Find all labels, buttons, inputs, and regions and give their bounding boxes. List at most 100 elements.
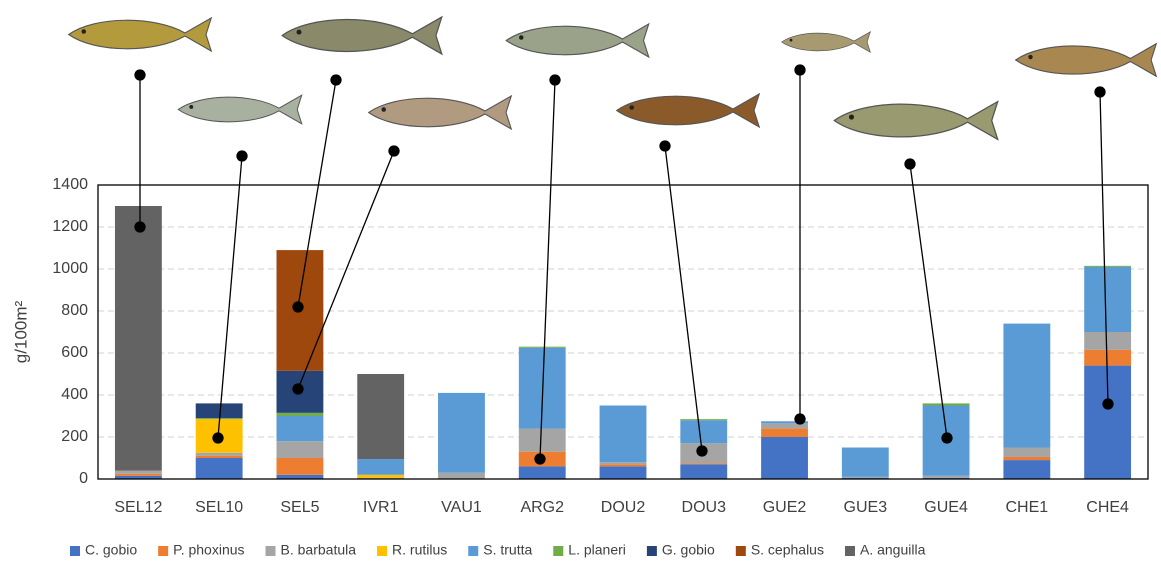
pointer-dot [212,432,224,444]
y-tick-label: 800 [61,302,88,319]
x-tick-label: IVR1 [363,499,399,516]
bar-segment [276,474,324,479]
bar-segment [357,374,405,460]
x-tick-label: GUE3 [844,499,888,516]
pointer-dot [794,413,806,425]
pointer-dot [904,158,916,170]
fish-chub [281,16,443,55]
x-tick-label: GUE2 [763,499,807,516]
x-tick-label: CHE1 [1006,499,1049,516]
legend-label: G. gobio [662,542,715,558]
y-axis-label: g/100m² [11,300,30,363]
bar-segment [438,392,485,473]
plot-area: 0 200 400 600 800 1000 1200 1400 SEL12 SEL10 SEL5 I… [52,176,1149,516]
bar-segment [599,466,647,479]
bar-segment [599,464,647,467]
fish-trout [833,100,999,141]
bar-segment [276,458,324,475]
fish-gudgeon [368,95,512,130]
pointer-dot [941,432,953,444]
x-tick-label: ARG2 [520,499,564,516]
legend-swatch [70,546,80,556]
bar-segment [438,472,485,479]
y-tick-label: 400 [61,386,88,403]
bar-segment [761,437,808,479]
bar-segment [680,420,728,444]
bar-segment [761,421,808,424]
bar-segment [1084,332,1132,350]
legend-label: A. anguilla [860,542,926,558]
x-tick-label: SEL5 [280,499,319,516]
bar-segment [114,473,162,476]
bar-segment [1003,447,1051,457]
bar-segment [1084,265,1132,267]
fish-bullhead [1014,42,1158,78]
pointer-dot [292,383,304,395]
bar-segment [599,462,647,465]
legend-label: B. barbatula [281,542,357,558]
bar-segment [922,475,970,478]
pointer-dot [659,140,671,152]
bar-segment [1003,460,1051,479]
legend-label: S. trutta [483,542,532,558]
pointer-line [217,155,243,439]
bar-segment [1003,323,1051,448]
y-tick-label: 200 [61,428,88,445]
bar-segment [518,466,566,479]
legend-label: P. phoxinus [173,542,244,558]
pointer-dot [1102,398,1114,410]
pointer-dot [134,221,146,233]
bar-segment [518,346,566,348]
bar-segment [195,455,243,458]
bar-segment [761,428,808,437]
pointer-dot [696,445,708,457]
legend-label: L. planeri [568,542,626,558]
bar-segment [841,476,889,478]
legend-swatch [265,546,276,556]
fish-minnow [505,23,650,58]
pointer-dot [292,301,304,313]
bar-segment [195,452,243,456]
pointer-line [539,79,556,460]
bar-segment [357,459,405,475]
bar-segment [922,403,970,406]
pointer-line [297,150,395,390]
pointer-dot [134,69,146,81]
pointer-dot [794,64,806,76]
y-tick-label: 0 [79,470,88,487]
bar-segment [114,206,162,471]
legend: C. gobio P. phoxinus B. barbatula R. rutilu… [70,542,926,558]
bar-segment [1084,266,1132,332]
pointer-dot [1094,86,1106,98]
bar-segment [276,441,324,458]
bar-segment [114,475,162,479]
bar-segment [357,474,405,478]
x-tick-label: DOU3 [682,499,727,516]
pointer-line [297,79,337,308]
legend-label: C. gobio [85,542,137,558]
pointer-dot [330,74,342,86]
fish-roach [177,94,303,125]
x-tick-label: GUE4 [924,499,968,516]
legend-swatch [646,546,657,556]
bar-segment [599,405,647,463]
bar-segment [276,412,324,416]
x-tick-label: CHE4 [1086,499,1129,516]
bar-segment [680,463,728,465]
legend-swatch [158,546,169,556]
x-tick-label: DOU2 [601,499,646,516]
x-tick-label: SEL12 [114,499,162,516]
legend-swatch [377,546,388,556]
plot-frame [97,184,1149,480]
legend-swatch [735,546,746,556]
y-tick-label: 600 [61,344,88,361]
bar-segment [114,470,162,474]
fish-loach [616,93,760,128]
y-tick-label: 1400 [52,176,88,193]
x-tick-label: SEL10 [195,499,243,516]
bar-segment [195,403,243,419]
pointer-dot [388,145,400,157]
bar-segment [841,447,889,477]
pointers [134,64,1114,465]
